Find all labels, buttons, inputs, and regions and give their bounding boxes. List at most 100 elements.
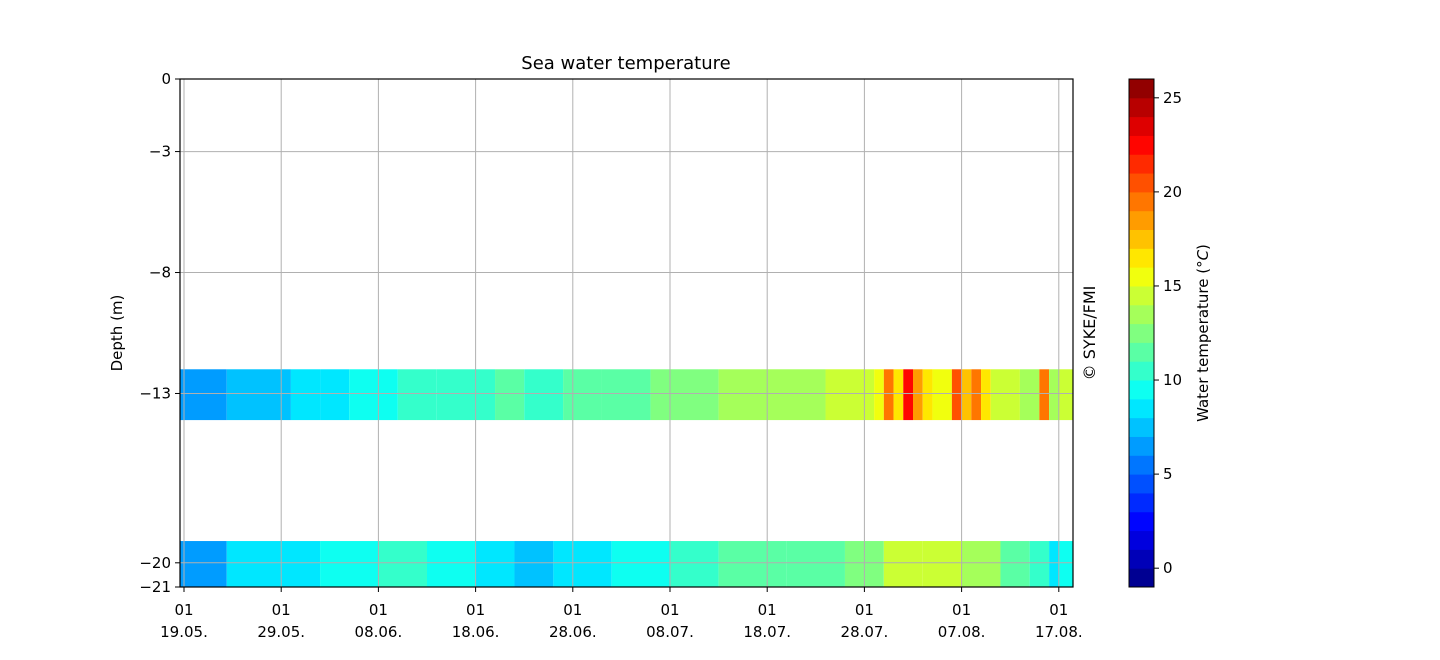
colorbar-swatch: [1129, 455, 1154, 475]
colorbar-label-close: ): [1194, 244, 1212, 250]
x-axis: 01 19.05. 01 29.05. 01 08.06. 01 18.06. 01 28.06.…: [160, 587, 1083, 641]
colorbar-swatch: [1129, 568, 1154, 588]
heatmap-cell: [670, 541, 719, 587]
heatmap-cell: [436, 369, 496, 421]
heatmap-cell: [397, 369, 437, 421]
colorbar-swatch: [1129, 417, 1154, 437]
heatmap-cell: [180, 541, 227, 587]
heatmap-layers: [180, 369, 1073, 587]
colorbar-swatch: [1129, 285, 1154, 306]
heatmap-cell: [1049, 541, 1059, 587]
y-tick-label: −3: [149, 143, 171, 161]
colorbar: [1129, 79, 1154, 588]
x-tick-label-hour: 01: [563, 601, 582, 619]
x-tick-label-hour: 01: [952, 601, 971, 619]
heatmap-cell: [1058, 369, 1073, 421]
heatmap-cell: [1058, 541, 1073, 587]
colorbar-swatch: [1129, 210, 1154, 231]
colorbar-frame: [1128, 78, 1155, 588]
colorbar-label-unit: °C: [1194, 249, 1212, 268]
x-tick-label-date: 18.06.: [452, 623, 500, 641]
heatmap-cell: [427, 541, 476, 587]
colorbar-swatch: [1129, 323, 1154, 343]
attribution: © SYKE/FMI: [1080, 286, 1099, 381]
colorbar-swatch: [1129, 116, 1154, 136]
x-tick-label-date: 07.08.: [938, 623, 986, 641]
heatmap-cell: [524, 369, 564, 421]
colorbar-swatch: [1129, 549, 1154, 569]
heatmap-cell: [1049, 369, 1059, 421]
x-tick-label-hour: 01: [1049, 601, 1068, 619]
heatmap-cell: [961, 541, 1001, 587]
heatmap-cell: [563, 369, 602, 421]
heatmap-cell: [290, 369, 321, 421]
heatmap-cell: [922, 369, 933, 421]
x-tick-label-date: 08.06.: [355, 623, 403, 641]
x-tick-label-date: 17.08.: [1035, 623, 1083, 641]
colorbar-swatch: [1129, 530, 1154, 550]
heatmap-cell: [922, 541, 962, 587]
heatmap-cell: [378, 541, 427, 587]
y-tick-label: −20: [139, 554, 171, 572]
heatmap-cell: [971, 369, 982, 421]
heatmap-cell: [320, 369, 350, 421]
x-tick-label-hour: 01: [369, 601, 388, 619]
y-tick-label: −13: [139, 384, 171, 402]
heatmap-cell: [1039, 369, 1050, 421]
heatmap-cell: [961, 369, 972, 421]
heatmap-cell: [180, 369, 227, 421]
x-tick-label-hour: 01: [855, 601, 874, 619]
heatmap-cell: [990, 369, 1020, 421]
heatmap-cell: [349, 369, 398, 421]
y-tick-label: 0: [161, 70, 171, 88]
heatmap-cell: [825, 369, 875, 421]
colorbar-swatch: [1129, 248, 1154, 268]
heatmap-cell: [475, 541, 515, 587]
x-tick-label-date: 18.07.: [743, 623, 791, 641]
colorbar-tick-label: 5: [1163, 465, 1173, 483]
heatmap-cell: [981, 369, 991, 421]
x-tick-label-date: 29.05.: [257, 623, 305, 641]
colorbar-swatch: [1129, 79, 1154, 99]
colorbar-tick-label: 0: [1163, 559, 1173, 577]
heatmap-cell: [767, 369, 826, 421]
colorbar-swatch: [1129, 474, 1154, 494]
heatmap-cell: [913, 369, 923, 421]
heatmap-cell: [1000, 541, 1030, 587]
heatmap-cell: [883, 541, 923, 587]
colorbar-label: Water temperature (°C): [1194, 244, 1212, 422]
y-axis: 0 −3 −8 −13 −20 −21: [139, 70, 180, 596]
colorbar-swatch: [1129, 154, 1154, 174]
y-tick-label: −21: [139, 578, 171, 596]
y-tick-label: −8: [149, 264, 171, 282]
heatmap-cell: [226, 541, 282, 587]
heatmap-cell: [718, 541, 787, 587]
x-tick-label-hour: 01: [758, 601, 777, 619]
colorbar-tick-label: 10: [1163, 371, 1182, 389]
heatmap-cell: [932, 369, 952, 421]
heatmap-cell: [1029, 541, 1050, 587]
colorbar-swatch: [1129, 173, 1154, 193]
colorbar-swatch: [1129, 304, 1154, 325]
x-tick-label-hour: 01: [174, 601, 193, 619]
heatmap-cell: [1019, 369, 1040, 421]
heatmap-cell: [281, 541, 321, 587]
colorbar-swatch: [1129, 511, 1154, 532]
colorbar-ticks: 0 5 10 15 20 25: [1154, 89, 1182, 577]
y-axis-label: Depth (m): [108, 295, 126, 372]
heatmap-cell: [718, 369, 768, 421]
colorbar-tick-label: 20: [1163, 183, 1182, 201]
heatmap-cell: [495, 369, 525, 421]
heatmap-cell: [226, 369, 291, 421]
heatmap-cell: [951, 369, 962, 421]
heatmap-cell: [601, 369, 651, 421]
colorbar-swatch: [1129, 342, 1154, 362]
colorbar-swatch: [1129, 191, 1154, 212]
grid: [180, 78, 1073, 588]
colorbar-swatch: [1129, 267, 1154, 287]
heatmap-cell: [893, 369, 904, 421]
x-tick-label-hour: 01: [466, 601, 485, 619]
colorbar-swatch: [1129, 380, 1154, 400]
colorbar-swatch: [1129, 436, 1154, 456]
